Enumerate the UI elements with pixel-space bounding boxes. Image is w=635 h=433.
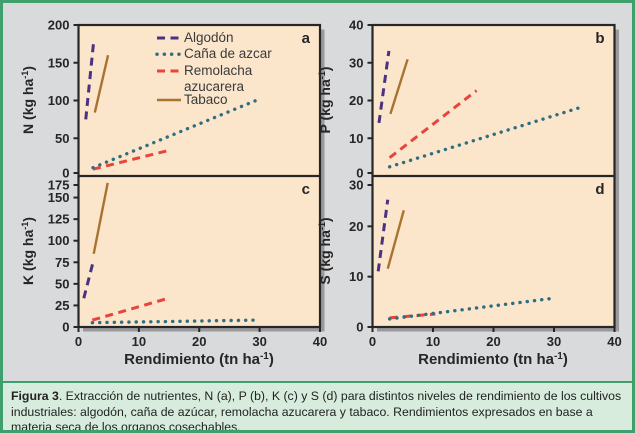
svg-text:N (kg ha-1): N (kg ha-1) [20,66,36,134]
svg-text:40: 40 [349,18,363,33]
svg-text:50: 50 [55,131,69,146]
svg-text:40: 40 [607,334,621,349]
svg-text:100: 100 [48,233,70,248]
svg-text:40: 40 [313,334,327,349]
svg-text:c: c [302,181,310,198]
svg-text:10: 10 [132,334,146,349]
svg-text:10: 10 [349,131,363,146]
svg-text:150: 150 [48,55,70,70]
svg-text:b: b [595,30,604,47]
svg-text:d: d [595,181,604,198]
svg-text:50: 50 [55,276,69,291]
svg-text:P (kg ha-1): P (kg ha-1) [317,67,333,134]
svg-text:a: a [302,30,311,47]
svg-text:Algodón: Algodón [184,30,234,45]
svg-text:S (kg ha-1): S (kg ha-1) [317,217,333,284]
svg-text:Remolacha: Remolacha [184,63,253,78]
svg-text:20: 20 [192,334,206,349]
svg-text:100: 100 [48,93,70,108]
svg-text:0: 0 [75,334,82,349]
svg-text:20: 20 [349,219,363,234]
svg-text:30: 30 [349,55,363,70]
svg-text:20: 20 [349,93,363,108]
svg-text:75: 75 [55,255,69,270]
svg-text:175: 175 [48,178,70,193]
svg-text:10: 10 [426,334,440,349]
svg-text:20: 20 [486,334,500,349]
svg-text:Rendimiento (tn ha-1): Rendimiento (tn ha-1) [124,351,274,369]
svg-text:0: 0 [62,320,69,335]
svg-text:30: 30 [547,334,561,349]
svg-text:K (kg ha-1): K (kg ha-1) [20,217,36,285]
svg-text:25: 25 [55,298,69,313]
svg-text:0: 0 [369,334,376,349]
svg-text:Caña de azcar: Caña de azcar [184,46,272,61]
svg-text:Rendimiento (tn ha-1): Rendimiento (tn ha-1) [418,351,568,369]
svg-text:30: 30 [252,334,266,349]
svg-text:10: 10 [349,269,363,284]
svg-text:0: 0 [356,320,363,335]
svg-text:200: 200 [48,18,70,33]
svg-text:Tabaco: Tabaco [184,92,228,107]
svg-text:125: 125 [48,212,70,227]
svg-text:30: 30 [349,178,363,193]
